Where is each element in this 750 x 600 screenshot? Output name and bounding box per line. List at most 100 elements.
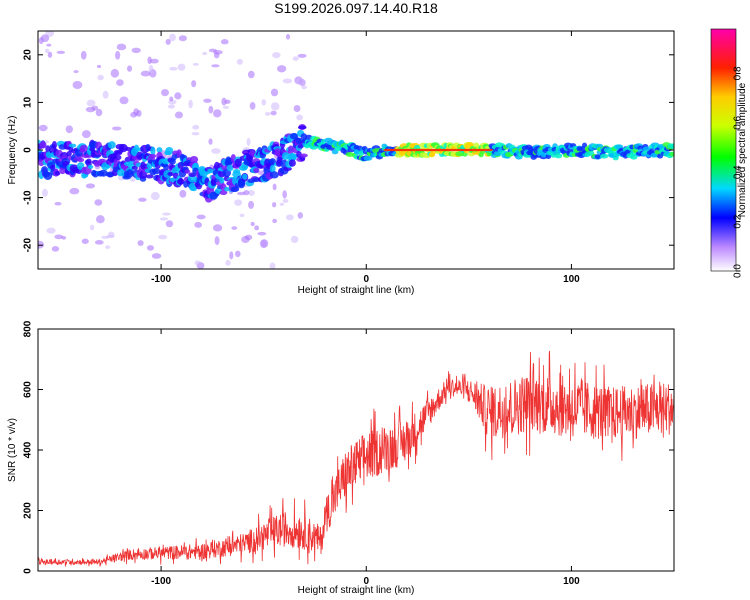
spectrogram-noise-blob — [51, 246, 60, 252]
spectrogram-noise-blob — [211, 148, 221, 154]
spectrogram-ridge-blob — [114, 150, 123, 156]
snr-y-tick-label: 400 — [23, 441, 34, 458]
colorbar-tick-label: 0.8 — [732, 66, 743, 80]
spectrogram-noise-blob — [138, 197, 147, 202]
spectrogram-noise-blob — [213, 52, 220, 59]
spectrogram-ridge-blob — [149, 153, 157, 159]
spectrogram-noise-blob — [44, 48, 50, 54]
spectrogram-noise-blob — [260, 239, 269, 248]
spectrogram-x-tick-label: -100 — [151, 274, 171, 285]
spectrogram-ridge-blob — [669, 151, 674, 157]
spectrogram-ridge-blob — [87, 164, 94, 170]
spectrogram-ridge-blob — [554, 153, 563, 159]
spectrogram-noise-blob — [297, 53, 307, 58]
spectrogram-noise-blob — [174, 111, 184, 119]
spectrogram-noise-blob — [194, 221, 203, 228]
colorbar-tick-label: 0.2 — [732, 214, 743, 228]
spectrogram-ridge-blob — [79, 144, 89, 153]
spectrogram-ridge-blob — [165, 146, 174, 156]
spectrogram-noise-blob — [247, 70, 255, 79]
snr-y-tick-label: 0 — [23, 568, 34, 574]
spectrogram-ridge-blob — [107, 141, 116, 149]
spectrogram-noise-blob — [272, 202, 277, 208]
spectrogram-noise-blob — [140, 70, 151, 77]
spectrogram-noise-blob — [296, 114, 304, 121]
colorbar-tick-label: 0.0 — [732, 264, 743, 278]
spectrogram-noise-blob — [196, 214, 206, 220]
spectrogram-noise-blob — [169, 33, 176, 42]
snr-x-axis-label: Height of straight line (km) — [298, 585, 415, 596]
spectrogram-noise-blob — [191, 80, 197, 88]
spectrogram-x-ticks: -100 0 100 — [151, 31, 580, 285]
spectrogram-noise-blob — [136, 109, 142, 117]
spectrogram-noise-blob — [165, 220, 174, 228]
spectrogram-noise-blob — [279, 202, 285, 206]
spectrogram-noise-blob — [254, 225, 260, 231]
spectrogram-noise-blob — [147, 56, 152, 65]
spectrogram-ridge-blob — [582, 142, 588, 148]
spectrogram-noise-blob — [250, 221, 255, 227]
spectrogram-noise-blob — [214, 236, 220, 246]
spectrogram-ridge-blob — [131, 165, 138, 170]
spectrogram-noise-blob — [192, 62, 199, 66]
spectrogram-noise-blob — [178, 35, 187, 42]
spectrogram-ridge-blob — [115, 154, 122, 161]
colorbar-tick-label: 0.6 — [732, 115, 743, 129]
spectrogram-ridge-blob — [145, 174, 154, 179]
spectrogram-noise-blob — [243, 189, 250, 196]
snr-x-tick-label: 100 — [563, 576, 580, 587]
spectrogram-noise-blob — [146, 245, 155, 251]
spectrogram-noise-blob — [192, 124, 200, 130]
spectrogram-noise-blob — [188, 99, 193, 109]
spectrogram-noise-blob — [54, 202, 62, 206]
spectrogram-ridge-blob — [38, 158, 45, 167]
spectrogram-noise-blob — [130, 176, 136, 182]
spectrogram-blobs — [38, 31, 674, 269]
spectrogram-noise-blob — [110, 68, 120, 78]
spectrogram-noise-blob — [225, 259, 231, 266]
spectrogram-noise-blob — [248, 200, 255, 209]
spectrogram-noise-blob — [194, 260, 201, 266]
spectrogram-noise-blob — [241, 236, 250, 244]
chart-title: S199.2026.097.14.40.R18 — [274, 0, 438, 16]
spectrogram-ridge-blob — [66, 150, 72, 157]
spectrogram-noise-blob — [191, 131, 200, 136]
spectrogram-noise-blob — [208, 138, 213, 145]
spectrogram-ridge-blob — [358, 150, 365, 156]
spectrogram-noise-blob — [239, 213, 245, 218]
spectrogram-noise-blob — [246, 137, 251, 146]
spectrogram-ridge-blob — [253, 167, 260, 174]
spectrogram-noise-blob — [114, 50, 121, 60]
spectrogram-peak-blob — [485, 148, 493, 152]
spectrogram-noise-blob — [56, 50, 66, 54]
spectrogram-noise-blob — [249, 101, 256, 110]
spectrogram-ridge-blob — [465, 142, 474, 148]
spectrogram-ridge-blob — [297, 125, 307, 130]
spectrogram-noise-blob — [112, 126, 122, 131]
spectrogram-noise-blob — [151, 253, 162, 259]
spectrogram-noise-blob — [107, 231, 115, 238]
spectrogram-noise-blob — [69, 187, 80, 195]
spectrogram-noise-blob — [148, 64, 154, 74]
spectrogram-ridge-blob — [234, 158, 242, 168]
spectrogram-noise-blob — [160, 89, 169, 97]
spectrogram-ridge-blob — [219, 177, 225, 184]
spectrogram-noise-blob — [73, 70, 79, 74]
spectrogram-noise-blob — [150, 191, 160, 201]
snr-x-tick-label: -100 — [151, 576, 171, 587]
snr-y-tick-label: 800 — [23, 320, 34, 337]
colorbar: 0.0 0.2 0.4 0.6 0.8 Normalized spectral ampl… — [710, 28, 748, 278]
spectrogram-noise-blob — [95, 108, 103, 117]
spectrogram-ridge-blob — [51, 141, 57, 150]
spectrogram-noise-blob — [270, 110, 277, 116]
spectrogram-noise-blob — [158, 234, 168, 240]
spectrogram-noise-blob — [85, 183, 96, 189]
spectrogram-ridge-blob — [151, 167, 161, 175]
spectrogram-noise-blob — [119, 96, 129, 105]
spectrogram-noise-blob — [234, 199, 243, 206]
spectrogram-noise-blob — [221, 97, 227, 106]
spectrogram-y-tick-label: 0 — [23, 147, 34, 153]
spectrogram-ridge-blob — [237, 179, 246, 189]
snr-x-tick-label: 0 — [363, 576, 369, 587]
